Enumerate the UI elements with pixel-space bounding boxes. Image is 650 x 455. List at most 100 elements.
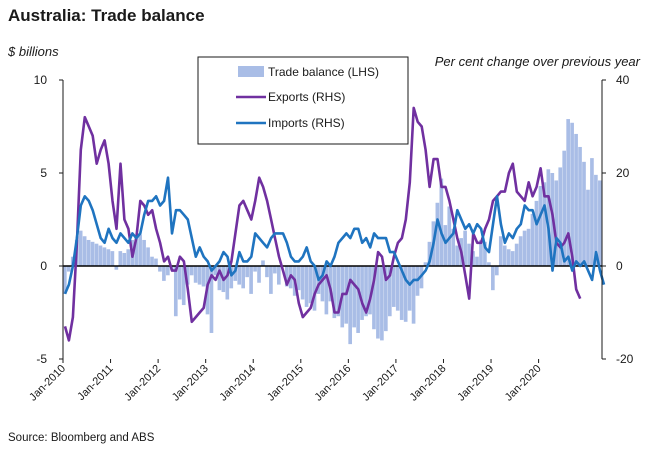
trade-balance-bar <box>320 266 325 302</box>
trade-balance-bar <box>403 266 408 322</box>
trade-balance-bar <box>427 241 432 266</box>
right-tick-label: 20 <box>616 166 630 180</box>
trade-balance-bar <box>181 266 186 306</box>
left-tick-label: 10 <box>34 73 48 87</box>
exports-line <box>63 106 582 342</box>
trade-balance-bar <box>78 230 83 266</box>
trade-balance-bar <box>526 228 531 266</box>
x-tick-label: Jan-2012 <box>122 363 163 404</box>
trade-balance-bar <box>296 266 301 291</box>
trade-balance-bar <box>201 266 206 287</box>
legend-label-exports: Exports (RHS) <box>268 90 345 104</box>
right-axis-label: Per cent change over previous year <box>434 54 640 69</box>
trade-balance-bar <box>142 239 146 266</box>
trade-balance-bar <box>277 266 281 285</box>
trade-balance-bar <box>308 266 313 304</box>
trade-balance-bar <box>506 249 511 266</box>
trade-balance-bar <box>249 266 253 294</box>
trade-balance-bar <box>110 251 115 266</box>
trade-balance-bar <box>122 252 127 266</box>
trade-balance-bar <box>90 241 95 266</box>
trade-balance-bar <box>86 239 91 266</box>
trade-balance-bar <box>154 258 158 266</box>
x-tick-label: Jan-2017 <box>360 363 401 404</box>
trade-balance-bar <box>487 262 491 266</box>
trade-balance-bar <box>173 266 178 317</box>
trade-balance-bar <box>162 266 166 281</box>
trade-balance-bar <box>562 150 567 266</box>
trade-balance-bar <box>102 247 107 266</box>
trade-balance-bar <box>114 266 119 270</box>
trade-balance-bar <box>225 266 230 300</box>
x-tick-label: Jan-2020 <box>503 363 544 404</box>
left-axis-ticks: -5 0 5 10 <box>34 73 63 366</box>
trade-balance-bar <box>558 167 563 266</box>
trade-balance-bar <box>241 266 245 289</box>
trade-balance-bar <box>237 266 242 285</box>
trade-balance-bar <box>253 266 257 272</box>
trade-balance-bar <box>534 200 539 266</box>
legend-label-imports: Imports (RHS) <box>268 116 345 130</box>
trade-balance-bar <box>66 266 71 272</box>
trade-balance-bar <box>189 266 194 276</box>
trade-balance-bar <box>594 174 598 266</box>
trade-balance-bar <box>150 256 154 266</box>
trade-balance-bar <box>98 245 103 266</box>
trade-balance-bar <box>538 186 543 266</box>
legend-label-trade-balance: Trade balance (LHS) <box>268 65 379 79</box>
trade-balance-bar <box>546 169 551 266</box>
trade-balance-bar <box>491 266 495 291</box>
trade-balance-bar <box>475 256 479 266</box>
trade-balance-bar <box>273 266 277 274</box>
trade-balance-bar <box>209 266 214 333</box>
trade-balance-bar <box>229 266 234 289</box>
trade-balance-bar <box>542 182 547 266</box>
trade-balance-bar <box>134 236 138 266</box>
x-tick-label: Jan-2019 <box>455 363 496 404</box>
trade-balance-bar <box>356 266 360 333</box>
trade-balance-bar <box>284 266 289 287</box>
trade-balance-bar <box>384 266 388 332</box>
trade-balance-bar <box>118 251 123 266</box>
trade-balance-bar <box>447 206 452 266</box>
left-axis-label: $ billions <box>8 44 59 59</box>
trade-balance-bar <box>411 266 416 324</box>
trade-balance-bars <box>63 119 602 345</box>
trade-balance-bar <box>395 266 400 311</box>
x-tick-label: Jan-2016 <box>313 363 354 404</box>
trade-balance-bar <box>435 202 440 266</box>
trade-balance-bar <box>522 230 527 266</box>
right-tick-label: -20 <box>616 352 634 366</box>
trade-balance-bar <box>265 266 269 278</box>
trade-balance-bar <box>324 266 329 315</box>
source-note: Source: Bloomberg and ABS <box>8 432 155 444</box>
trade-balance-bar <box>566 119 570 266</box>
trade-balance-bar <box>399 266 404 320</box>
x-tick-label: Jan-2010 <box>27 363 68 404</box>
trade-balance-bar <box>106 249 111 266</box>
trade-balance-bar <box>514 243 519 266</box>
trade-balance-bar <box>261 260 265 266</box>
trade-balance-bar <box>213 266 218 276</box>
x-axis-ticks: Jan-2010 Jan-2011 Jan-2012 Jan-2013 Jan-2014… <box>27 359 544 404</box>
legend: Trade balance (LHS) Exports (RHS) Import… <box>197 56 409 145</box>
trade-balance-bar <box>479 239 483 266</box>
trade-balance-bar <box>443 225 448 266</box>
trade-balance-bar <box>368 266 372 315</box>
trade-balance-bar <box>94 243 99 266</box>
legend-swatch-trade-balance <box>238 66 264 77</box>
trade-balance-bar <box>510 251 515 266</box>
trade-balance-bar <box>332 266 337 319</box>
trade-balance-bar <box>185 266 190 285</box>
left-tick-label: 5 <box>40 166 47 180</box>
trade-balance-bar <box>570 122 574 266</box>
trade-balance-bar <box>360 266 364 320</box>
trade-balance-bar <box>467 243 471 266</box>
trade-balance-bar <box>494 266 499 276</box>
trade-balance-bar <box>245 266 249 278</box>
trade-balance-bar <box>471 251 475 266</box>
trade-balance-bar <box>483 241 487 266</box>
trade-balance-bar <box>376 266 380 339</box>
right-axis-ticks: -20 0 20 40 <box>602 73 634 366</box>
